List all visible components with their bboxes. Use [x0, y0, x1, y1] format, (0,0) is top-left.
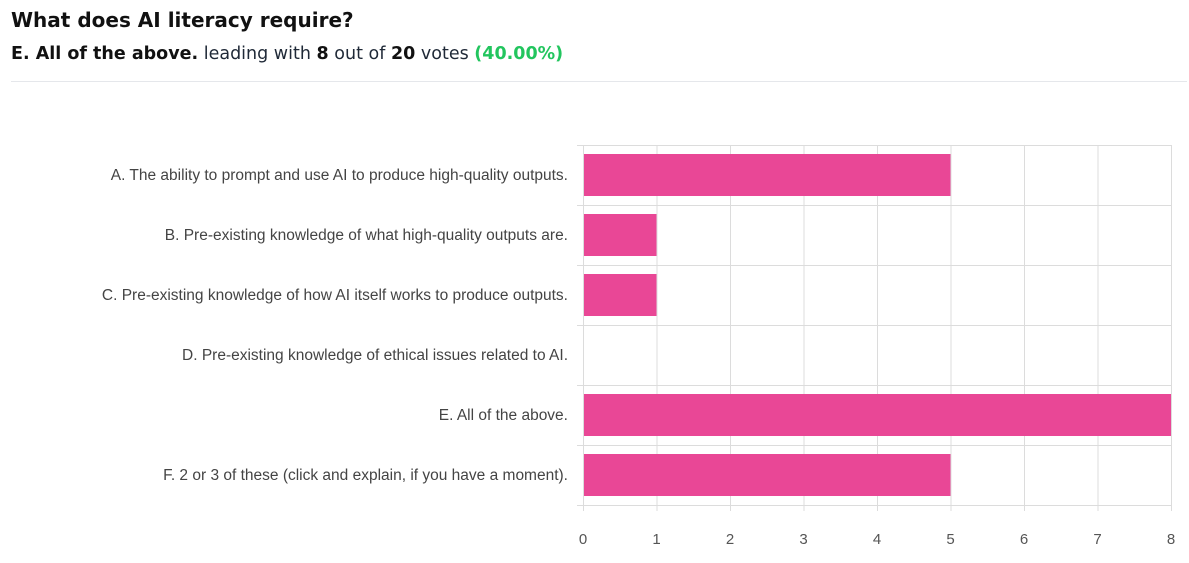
x-tick-label: 4: [873, 531, 881, 548]
leader-vote-count: 8: [316, 44, 329, 64]
poll-summary: E. All of the above. leading with 8 out …: [11, 44, 563, 64]
bar: [584, 394, 1171, 436]
x-tick-label: 1: [652, 531, 660, 548]
x-tick-label: 8: [1167, 531, 1175, 548]
bar: [584, 274, 657, 316]
x-tick-label: 5: [946, 531, 954, 548]
leading-with-text: leading with: [203, 44, 311, 64]
category-label: C. Pre-existing knowledge of how AI itse…: [102, 287, 568, 304]
category-label: E. All of the above.: [439, 407, 568, 424]
category-label: F. 2 or 3 of these (click and explain, i…: [163, 467, 568, 484]
category-label: A. The ability to prompt and use AI to p…: [111, 167, 568, 184]
bar: [584, 154, 951, 196]
votes-text: votes: [420, 44, 469, 64]
x-tick-label: 3: [799, 531, 807, 548]
poll-question: What does AI literacy require?: [11, 8, 354, 32]
category-label: B. Pre-existing knowledge of what high-q…: [165, 227, 568, 244]
total-vote-count: 20: [390, 44, 416, 64]
bar: [584, 214, 657, 256]
header-divider: [11, 81, 1187, 82]
x-tick-label: 7: [1093, 531, 1101, 548]
bar: [584, 454, 951, 496]
x-tick-label: 2: [726, 531, 734, 548]
x-tick-label: 0: [579, 531, 587, 548]
leader-percentage: (40.00%): [474, 44, 564, 64]
category-label: D. Pre-existing knowledge of ethical iss…: [182, 347, 568, 364]
out-of-text: out of: [334, 44, 386, 64]
x-tick-label: 6: [1020, 531, 1028, 548]
leading-option: E. All of the above.: [11, 44, 199, 64]
